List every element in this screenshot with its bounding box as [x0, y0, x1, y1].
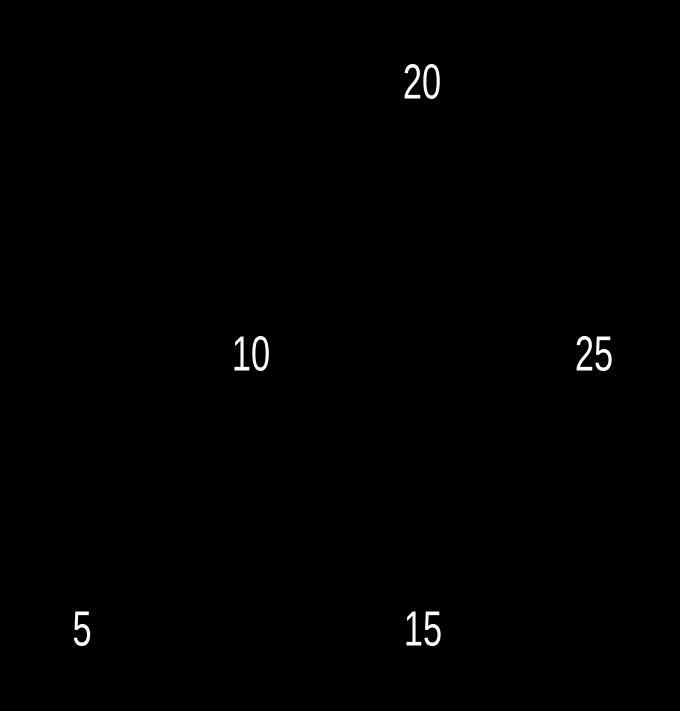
tree-node-5: 5	[72, 602, 92, 657]
tree-node-15: 15	[403, 602, 443, 657]
tree-node-10: 10	[231, 327, 271, 382]
tree-node-25: 25	[574, 327, 614, 382]
tree-node-20: 20	[402, 55, 442, 110]
